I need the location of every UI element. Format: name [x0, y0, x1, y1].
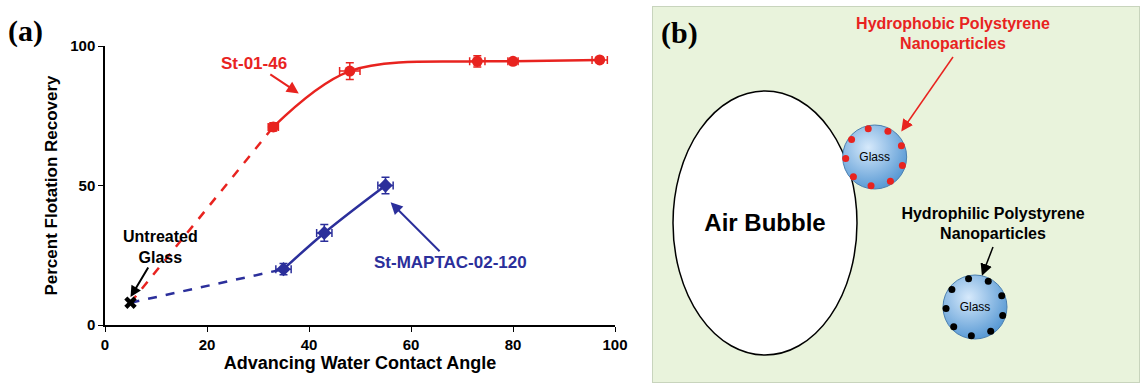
svg-text:Hydrophilic Polystyrene: Hydrophilic Polystyrene: [901, 205, 1084, 222]
svg-text:Percent Flotation Recovery: Percent Flotation Recovery: [42, 75, 61, 296]
svg-text:40: 40: [301, 336, 318, 353]
svg-text:100: 100: [70, 37, 95, 54]
svg-text:100: 100: [602, 336, 627, 353]
svg-text:Nanoparticles: Nanoparticles: [900, 35, 1006, 52]
html-text:(a): (a): [8, 14, 43, 47]
svg-text:0: 0: [87, 316, 95, 333]
svg-text:50: 50: [79, 177, 96, 194]
svg-text:Advancing Water Contact Angle: Advancing Water Contact Angle: [224, 353, 497, 373]
svg-text:Glass: Glass: [859, 150, 890, 164]
svg-text:0: 0: [101, 336, 109, 353]
svg-text:(b): (b): [661, 16, 698, 50]
svg-text:60: 60: [403, 336, 420, 353]
svg-text:Hydrophobic Polystyrene: Hydrophobic Polystyrene: [856, 15, 1050, 32]
svg-text:Air Bubble: Air Bubble: [704, 209, 825, 236]
svg-text:80: 80: [505, 336, 522, 353]
svg-text:20: 20: [199, 336, 216, 353]
svg-text:UntreatedGlass: UntreatedGlass: [123, 228, 198, 266]
svg-text:Glass: Glass: [960, 300, 991, 314]
svg-text:St-MAPTAC-02-120: St-MAPTAC-02-120: [374, 253, 527, 272]
svg-text:St-01-46: St-01-46: [221, 54, 287, 73]
svg-text:Nanoparticles: Nanoparticles: [940, 225, 1046, 242]
